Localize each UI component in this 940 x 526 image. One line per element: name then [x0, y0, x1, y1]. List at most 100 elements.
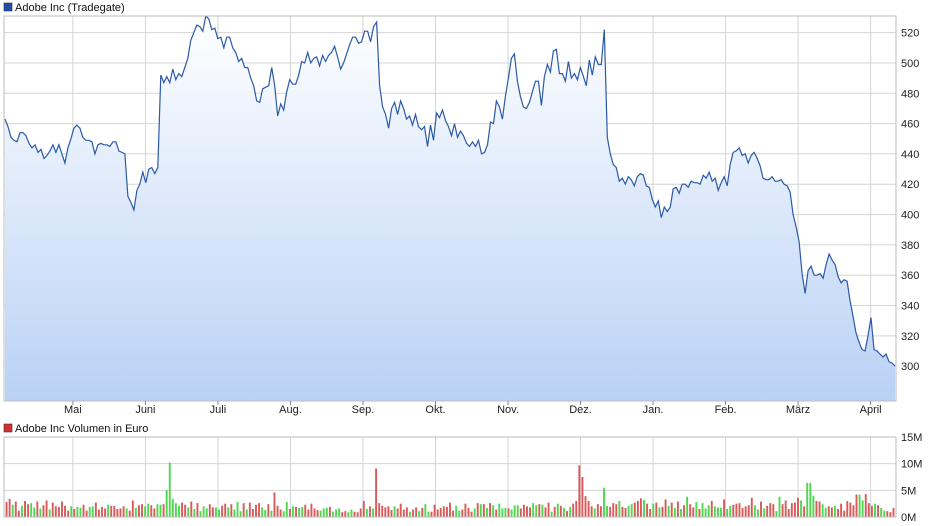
volume-bar [415, 507, 418, 517]
volume-bar [753, 505, 756, 517]
volume-bar [510, 509, 513, 517]
volume-bar [501, 508, 504, 517]
volume-bar [858, 494, 861, 517]
volume-bar [64, 505, 67, 517]
volume-bar [707, 505, 710, 517]
volume-bar [165, 490, 168, 517]
volume-bar [695, 502, 698, 517]
volume-bar [726, 509, 729, 517]
volume-bar [233, 509, 236, 517]
volume-bar [680, 509, 682, 517]
volume-bar [852, 505, 855, 517]
volume-bar [412, 509, 414, 517]
volume-bar [797, 497, 799, 517]
price-legend-label: Adobe Inc (Tradegate) [15, 2, 125, 14]
price-x-tick-label: Aug. [279, 404, 302, 416]
volume-bar [516, 505, 519, 517]
volume-bar [698, 509, 701, 517]
volume-bar [760, 501, 762, 517]
volume-bar [48, 509, 51, 517]
volume-bar [541, 504, 544, 517]
volume-bar [775, 511, 778, 517]
volume-bar [526, 506, 528, 517]
volume-bar [418, 511, 421, 517]
volume-legend-swatch [3, 423, 13, 433]
volume-bar [85, 510, 88, 517]
price-y-tick-label: 440 [901, 149, 919, 161]
volume-bar [599, 506, 602, 517]
volume-bar [211, 507, 214, 517]
price-x-tick-label: Dez. [569, 404, 592, 416]
volume-bar [596, 504, 599, 517]
volume-bar [291, 506, 294, 517]
price-y-tick-label: 360 [901, 270, 919, 282]
volume-bar [301, 506, 304, 517]
volume-bar [107, 504, 110, 517]
volume-bar [738, 503, 741, 517]
volume-bar [593, 508, 596, 517]
volume-bar [138, 505, 140, 517]
price-y-tick-label: 400 [901, 210, 919, 222]
volume-bar [482, 504, 485, 517]
volume-bar [325, 507, 328, 517]
volume-bar [359, 508, 362, 517]
volume-bar [409, 511, 411, 517]
volume-bar [248, 502, 251, 517]
volume-bar [633, 502, 636, 517]
volume-bar [467, 507, 470, 517]
volume-bar [790, 503, 793, 517]
volume-bar [461, 509, 464, 517]
price-x-tick-label: Jan. [643, 404, 664, 416]
volume-bar [809, 482, 812, 517]
volume-bar [276, 505, 279, 517]
volume-bar [630, 504, 633, 517]
volume-bar [190, 501, 193, 517]
volume-bar [307, 509, 310, 517]
volume-bar [566, 511, 568, 517]
volume-bar [452, 510, 455, 517]
volume-bar [787, 509, 790, 517]
volume-bar [612, 503, 615, 517]
volume-bar [156, 504, 159, 517]
volume-bar [532, 503, 535, 517]
price-y-tick-label: 520 [901, 28, 919, 40]
volume-bar [171, 498, 174, 517]
volume-bar [365, 509, 368, 517]
volume-bar [131, 500, 134, 517]
price-y-tick-label: 500 [901, 58, 919, 70]
volume-bar [227, 507, 230, 517]
volume-bar [713, 506, 716, 517]
volume-bar [710, 501, 713, 517]
volume-bar [42, 505, 45, 517]
volume-bar [375, 468, 378, 517]
volume-bar [442, 506, 445, 517]
volume-bar [310, 503, 313, 517]
volume-bar [870, 505, 873, 517]
volume-bar [430, 511, 433, 517]
volume-bar [119, 508, 122, 517]
volume-bar [723, 499, 726, 517]
volume-bar [673, 507, 676, 517]
volume-bar [747, 505, 750, 517]
volume-bar [639, 498, 642, 517]
volume-bar [313, 508, 316, 517]
volume-bar [33, 507, 36, 517]
volume-y-axis: 15M 10M 5M 0M [901, 432, 922, 524]
volume-bar [492, 505, 495, 517]
volume-bar [606, 505, 609, 517]
volume-bar [405, 507, 408, 517]
volume-bar [686, 496, 689, 517]
volume-bar [867, 503, 870, 517]
volume-bar [159, 504, 162, 517]
volume-bar [174, 503, 177, 517]
price-y-tick-label: 480 [901, 88, 919, 100]
price-x-axis: Mai Juni Juli Aug. Sep. Okt. Nov. Dez. Jan. Feb. M… [64, 401, 882, 416]
volume-bar [584, 496, 587, 517]
volume-bar [729, 505, 732, 517]
volume-bar [837, 509, 839, 517]
volume-bar [208, 504, 211, 517]
volume-bar [649, 509, 652, 517]
volume-bar [821, 504, 824, 517]
